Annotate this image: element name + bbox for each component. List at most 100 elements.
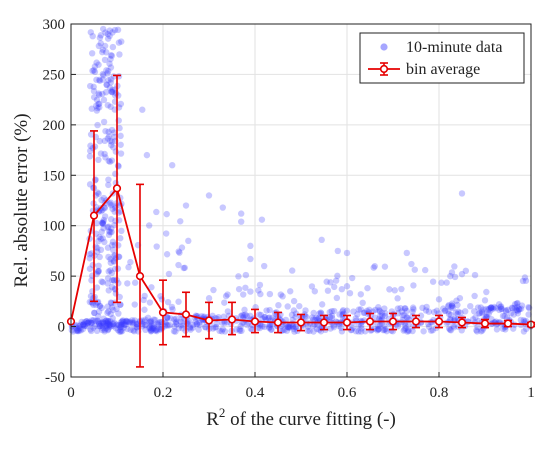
bin-average-point xyxy=(227,315,237,324)
scatter-point xyxy=(149,324,157,331)
scatter-point xyxy=(99,324,106,332)
legend-line-circle-marker xyxy=(379,64,389,74)
scatter-point xyxy=(92,102,100,110)
scatter-point xyxy=(105,320,112,327)
scatter-point xyxy=(335,322,343,330)
scatter-point xyxy=(153,208,160,216)
scatter-point xyxy=(110,306,117,314)
scatter-point xyxy=(87,326,94,333)
scatter-point xyxy=(364,284,371,292)
scatter-point xyxy=(238,218,245,225)
scatter-point xyxy=(110,258,118,265)
scatter-point xyxy=(285,324,292,331)
scatter-point xyxy=(92,301,100,309)
scatter-point xyxy=(315,314,322,322)
scatter-point xyxy=(292,313,299,321)
legend-scatter-marker xyxy=(380,43,388,51)
scatter-point xyxy=(133,321,141,328)
scatter-point xyxy=(449,304,457,311)
x-axis-ticks: 0 0.2 0.4 0.6 0.8 1 xyxy=(67,372,535,401)
scatter-point xyxy=(107,103,114,110)
scatter-point xyxy=(87,319,94,326)
scatter-point xyxy=(113,305,120,313)
scatter-point xyxy=(88,319,95,327)
scatter-point xyxy=(401,326,408,333)
scatter-point xyxy=(513,300,521,307)
scatter-point xyxy=(104,303,111,310)
scatter-point xyxy=(441,307,448,315)
scatter-point xyxy=(85,319,92,326)
scatter-point xyxy=(376,307,383,314)
scatter-point xyxy=(108,225,115,232)
scatter-point xyxy=(347,326,355,334)
scatter-point xyxy=(153,326,160,334)
scatter-point xyxy=(448,269,456,276)
scatter-point xyxy=(209,325,217,332)
scatter-point xyxy=(97,246,105,254)
scatter-point xyxy=(445,301,453,309)
scatter-point xyxy=(186,323,194,331)
scatter-point xyxy=(405,321,412,328)
scatter-point xyxy=(107,255,114,263)
scatter-point xyxy=(187,326,194,333)
scatter-point xyxy=(375,315,383,323)
scatter-point xyxy=(170,328,178,335)
scatter-point xyxy=(101,326,108,333)
scatter-point xyxy=(485,306,492,313)
scatter-point xyxy=(313,325,321,333)
scatter-point xyxy=(155,319,163,326)
scatter-point xyxy=(147,318,155,326)
scatter-point xyxy=(196,321,203,329)
bin-average-point xyxy=(204,316,214,325)
scatter-point xyxy=(404,314,411,321)
scatter-point xyxy=(142,321,149,329)
scatter-point xyxy=(142,316,149,323)
scatter-point xyxy=(88,319,95,327)
scatter-point xyxy=(366,306,373,314)
scatter-point xyxy=(394,295,401,302)
scatter-point xyxy=(429,327,436,334)
scatter-point xyxy=(95,319,103,326)
scatter-point xyxy=(122,321,129,328)
bin-average-point xyxy=(181,310,191,319)
scatter-point xyxy=(120,324,128,331)
scatter-point xyxy=(375,304,382,311)
scatter-point xyxy=(168,303,176,311)
scatter-point xyxy=(296,302,303,310)
scatter-point xyxy=(292,323,299,330)
scatter-point xyxy=(102,89,110,96)
legend-label-scatter: 10-minute data xyxy=(406,39,502,56)
scatter-point xyxy=(254,324,262,332)
scatter-point xyxy=(478,308,486,315)
scatter-point xyxy=(316,326,323,333)
scatter-point xyxy=(133,320,141,328)
scatter-point xyxy=(107,201,115,209)
scatter-point xyxy=(95,313,102,320)
scatter-point xyxy=(379,312,386,319)
scatter-point xyxy=(476,309,484,317)
scatter-point xyxy=(488,305,495,312)
scatter-point xyxy=(289,323,297,330)
scatter-point xyxy=(80,320,87,328)
scatter-point xyxy=(126,319,133,327)
scatter-point xyxy=(110,246,117,254)
scatter-point xyxy=(115,321,122,329)
scatter-point xyxy=(106,60,113,67)
scatter-point xyxy=(73,327,80,335)
scatter-point xyxy=(286,322,293,329)
scatter-point xyxy=(483,311,490,319)
scatter-point xyxy=(216,327,223,335)
scatter-point xyxy=(425,308,433,315)
scatter-point xyxy=(96,323,104,330)
scatter-point xyxy=(404,328,411,335)
scatter-point xyxy=(409,304,417,311)
scatter-point xyxy=(219,326,227,333)
scatter-point xyxy=(101,238,108,246)
scatter-point xyxy=(157,292,164,300)
x-tick-label: 0.2 xyxy=(154,385,173,401)
bin-average-point xyxy=(89,211,99,220)
scatter-point xyxy=(101,42,109,50)
scatter-point xyxy=(453,297,460,304)
scatter-point xyxy=(104,309,111,317)
scatter-point xyxy=(491,303,498,311)
